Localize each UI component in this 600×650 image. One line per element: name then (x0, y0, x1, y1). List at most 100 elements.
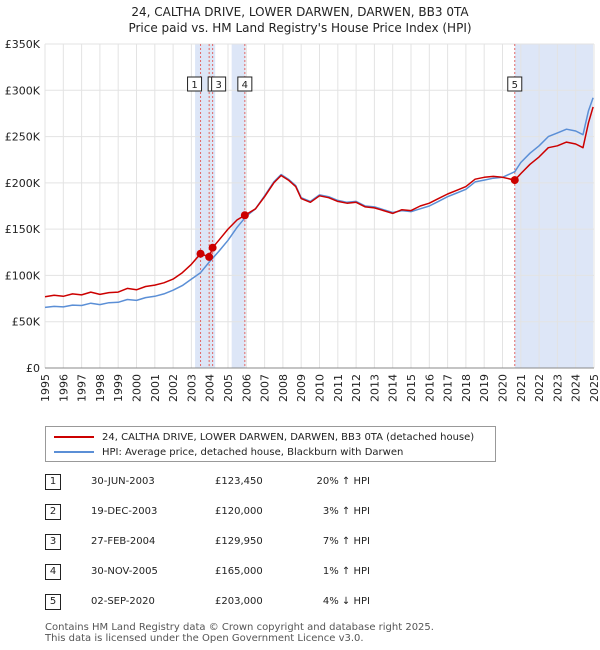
transaction-date: 27-FEB-2004 (91, 536, 156, 547)
y-tick-label: £300K (5, 84, 41, 97)
x-tick-label: 2001 (149, 374, 162, 402)
transaction-markers: 12345 (187, 76, 523, 92)
x-tick-label: 2015 (405, 374, 418, 402)
footer-license: This data is licensed under the Open Gov… (45, 633, 364, 644)
x-tick-label: 2009 (295, 374, 308, 402)
shaded-regions (195, 44, 594, 368)
transaction-date: 02-SEP-2020 (91, 596, 155, 607)
table-row: 4 30-NOV-2005 £165,000 1% ↑ HPI (45, 564, 465, 594)
hpi-line (44, 97, 594, 309)
transaction-date: 30-NOV-2005 (91, 566, 158, 577)
x-tick-label: 2000 (131, 374, 144, 402)
x-tick-label: 2012 (350, 374, 363, 402)
x-tick-label: 2025 (588, 374, 600, 402)
table-row: 1 30-JUN-2003 £123,450 20% ↑ HPI (45, 474, 465, 504)
x-tick-label: 1998 (94, 374, 107, 402)
x-tick-label: 2011 (332, 374, 345, 402)
transaction-hpi-diff: 4% ↓ HPI (322, 596, 370, 607)
transaction-number: 2 (45, 504, 61, 520)
transaction-marker-box (507, 76, 523, 92)
y-tick-label: £200K (5, 177, 41, 190)
transaction-price: £165,000 (215, 566, 263, 577)
transaction-point (240, 211, 249, 220)
transaction-point (208, 243, 217, 252)
transaction-number: 4 (45, 564, 61, 580)
x-tick-label: 1995 (39, 374, 52, 402)
x-tick-label: 2020 (497, 374, 510, 402)
y-tick-label: £100K (5, 269, 41, 282)
transaction-marker-label: 1 (191, 80, 197, 91)
transaction-marker-label: 4 (242, 80, 248, 91)
y-tick-label: £350K (5, 38, 41, 51)
legend-item-hpi: HPI: Average price, detached house, Blac… (54, 445, 403, 459)
x-tick-label: 2007 (259, 374, 272, 402)
legend: 24, CALTHA DRIVE, LOWER DARWEN, DARWEN, … (45, 426, 496, 462)
transaction-number: 3 (45, 534, 61, 550)
transaction-marker-label: 3 (215, 80, 221, 91)
x-tick-label: 2014 (387, 374, 400, 402)
x-tick-label: 2005 (222, 374, 235, 402)
table-row: 5 02-SEP-2020 £203,000 4% ↓ HPI (45, 594, 465, 624)
transaction-hpi-diff: 7% ↑ HPI (322, 536, 370, 547)
transaction-date: 19-DEC-2003 (91, 506, 158, 517)
y-tick-label: £0 (26, 362, 40, 375)
transaction-price: £120,000 (215, 506, 263, 517)
x-tick-label: 2010 (314, 374, 327, 402)
x-tick-label: 2023 (551, 374, 564, 402)
property-line (44, 106, 594, 298)
x-tick-label: 2017 (442, 374, 455, 402)
transaction-price: £203,000 (215, 596, 263, 607)
transaction-point (205, 252, 214, 261)
transaction-price: £123,450 (215, 476, 263, 487)
x-tick-label: 2016 (423, 374, 436, 402)
x-tick-label: 2021 (515, 374, 528, 402)
legend-item-property: 24, CALTHA DRIVE, LOWER DARWEN, DARWEN, … (54, 430, 474, 444)
x-tick-label: 2019 (478, 374, 491, 402)
table-row: 2 19-DEC-2003 £120,000 3% ↑ HPI (45, 504, 465, 534)
series-lines (44, 97, 594, 309)
transaction-point (510, 176, 519, 185)
x-tick-label: 1999 (112, 374, 125, 402)
x-tick-label: 1997 (76, 374, 89, 402)
transaction-marker-box (237, 76, 253, 92)
transaction-number: 5 (45, 594, 61, 610)
legend-label-hpi: HPI: Average price, detached house, Blac… (102, 446, 404, 458)
x-tick-label: 2002 (167, 374, 180, 402)
legend-swatch-property (54, 436, 94, 438)
x-tick-label: 1996 (57, 374, 70, 402)
legend-swatch-hpi (54, 451, 94, 453)
shaded-region (514, 44, 594, 368)
transaction-hpi-diff: 3% ↑ HPI (322, 506, 370, 517)
y-tick-label: £150K (5, 223, 41, 236)
transaction-number: 1 (45, 474, 61, 490)
transaction-points (196, 176, 519, 261)
grid (44, 43, 595, 369)
transaction-date: 30-JUN-2003 (91, 476, 155, 487)
chart-title: 24, CALTHA DRIVE, LOWER DARWEN, DARWEN, … (131, 5, 469, 19)
table-row: 3 27-FEB-2004 £129,950 7% ↑ HPI (45, 534, 465, 564)
transaction-point (196, 249, 205, 258)
x-tick-label: 2008 (277, 374, 290, 402)
footer: Contains HM Land Registry data © Crown c… (45, 622, 434, 644)
x-tick-label: 2024 (570, 374, 583, 402)
transaction-hpi-diff: 1% ↑ HPI (322, 566, 370, 577)
x-tick-label: 2003 (185, 374, 198, 402)
transaction-hpi-diff: 20% ↑ HPI (316, 476, 370, 487)
chart-subtitle: Price paid vs. HM Land Registry's House … (128, 21, 472, 35)
shaded-region (231, 44, 246, 368)
y-tick-label: £250K (5, 131, 41, 144)
x-tick-label: 2018 (460, 374, 473, 402)
footer-copyright: Contains HM Land Registry data © Crown c… (45, 622, 434, 633)
transaction-lines (200, 44, 516, 368)
transaction-marker-box (187, 76, 203, 92)
transaction-price: £129,950 (215, 536, 263, 547)
transaction-marker-box (211, 76, 227, 92)
y-tick-label: £50K (12, 316, 41, 329)
axes: £0 £50K £100K £150K £200K £250K £300K £350K 1995… (5, 38, 600, 402)
x-tick-label: 2004 (204, 374, 217, 402)
price-chart: 12345 £0£50K£100K£150K£200K£250K£300K£35… (5, 38, 600, 402)
transaction-marker-label: 5 (512, 80, 518, 91)
x-tick-label: 2013 (368, 374, 381, 402)
x-tick-label: 2006 (240, 374, 253, 402)
x-tick-label: 2022 (533, 374, 546, 402)
